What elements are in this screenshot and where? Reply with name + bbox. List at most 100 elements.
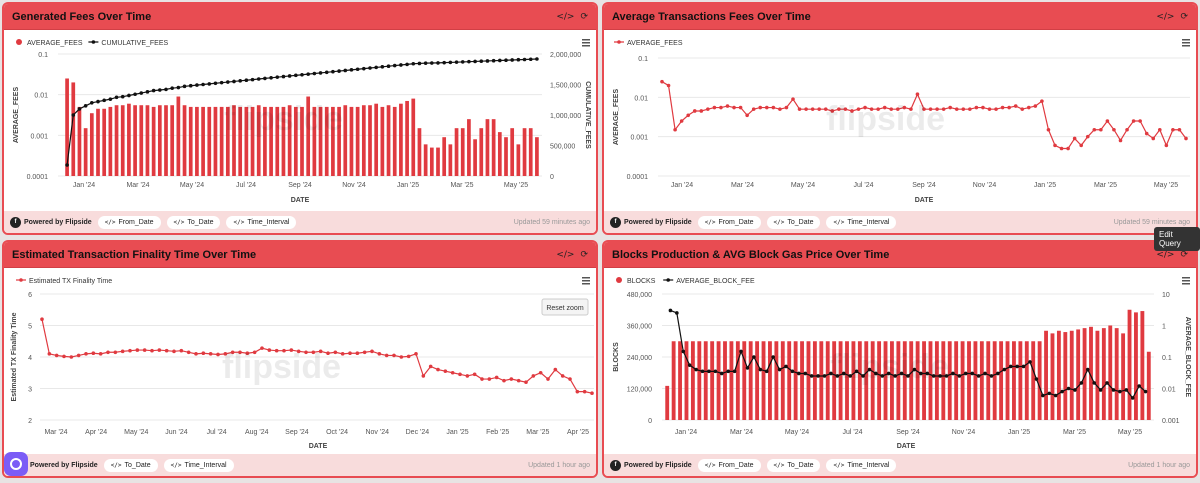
y-tick-label: 0.0001 [627, 174, 649, 181]
blocks-bar [1050, 333, 1055, 420]
average-fees-bar [374, 103, 379, 176]
code-icon[interactable]: </> [556, 11, 575, 22]
blocks-bar [1095, 330, 1100, 420]
finality-time-point [289, 348, 294, 352]
x-tick-label: Sep '24 [912, 182, 936, 189]
menu-icon [582, 277, 590, 279]
finality-time-point [443, 369, 448, 373]
cumulative-fees-point [504, 58, 508, 63]
average-fees-bar [250, 106, 255, 176]
y2-axis-label: CUMULATIVE_FEES [584, 81, 591, 149]
flipside-logo: f Powered by Flipside [610, 216, 692, 228]
average-block-fee-point [713, 369, 718, 374]
filter-chip-time-interval[interactable]: </> Time_Interval [163, 458, 234, 472]
y-tick-label: 0.001 [30, 133, 48, 140]
filter-chip-to-date[interactable]: </> To_Date [766, 458, 821, 472]
blocks-bar [787, 341, 792, 420]
x-tick-label: Sep '24 [288, 182, 312, 189]
refresh-icon[interactable]: ⟳ [1180, 249, 1188, 260]
y-tick-label: 0.01 [1162, 387, 1176, 394]
average-fees-point [791, 97, 795, 101]
panel-header: Estimated Transaction Finality Time Over… [4, 242, 596, 268]
average-block-fee-point [1034, 377, 1039, 381]
x-axis-label: DATE [291, 197, 310, 204]
blocks-bar [832, 341, 837, 420]
average-block-fee-point [732, 369, 737, 374]
updated-timestamp: Updated 59 minutes ago [513, 218, 590, 226]
finality-time-point [62, 354, 66, 359]
cumulative-fees-point [436, 61, 440, 65]
x-tick-label: Jan '25 [446, 429, 468, 436]
finality-time-point [216, 352, 220, 357]
average-fees-point [1144, 131, 1149, 136]
blocks-bar [768, 341, 772, 420]
finality-time-point [311, 350, 316, 355]
code-icon: </> [233, 218, 245, 226]
filter-chip-from-date[interactable]: </> From_Date [697, 458, 761, 472]
average-block-fee-point [996, 371, 1000, 376]
average-block-fee-point [1092, 381, 1097, 385]
cumulative-fees-point [139, 91, 144, 95]
blocks-bar [838, 341, 843, 420]
average-block-fee-point [739, 349, 743, 354]
filter-chip-time-interval[interactable]: </> Time_Interval [826, 215, 897, 229]
x-tick-label: May '25 [1154, 182, 1178, 189]
average-block-fee-point [1021, 364, 1026, 369]
blocks-bar [877, 341, 882, 420]
cumulative-fees-point [108, 97, 113, 101]
refresh-icon[interactable]: ⟳ [580, 11, 588, 22]
finality-time-point [128, 348, 132, 353]
cumulative-fees-point [102, 98, 106, 103]
x-tick-label: Jul '24 [853, 182, 873, 189]
refresh-icon[interactable]: ⟳ [1180, 11, 1188, 22]
y-axis-label: Estimated TX Finality Time [11, 312, 18, 401]
code-icon[interactable]: </> [1156, 11, 1175, 22]
finality-time-point [355, 351, 360, 356]
cumulative-fees-point [510, 58, 514, 62]
cumulative-fees-point [300, 72, 304, 77]
y-tick-label: 1 [1162, 324, 1166, 331]
cumulative-fees-point [133, 92, 137, 97]
average-fees-point [1085, 134, 1090, 139]
code-icon[interactable]: </> [1156, 249, 1175, 260]
x-tick-label: May '24 [791, 182, 815, 189]
powered-by-text: Powered by Flipside [24, 218, 92, 226]
finality-time-point [487, 377, 492, 381]
code-icon: </> [104, 218, 116, 226]
menu-icon [1182, 283, 1190, 285]
reset-zoom-label: Reset zoom [546, 305, 584, 312]
filter-chip-time-interval[interactable]: </> Time_Interval [226, 215, 297, 229]
finality-time-point [150, 348, 154, 353]
filter-chip-from-date[interactable]: </> From_Date [97, 215, 161, 229]
code-icon[interactable]: </> [556, 249, 575, 260]
floating-action-button[interactable] [4, 452, 28, 476]
average-fees-point [837, 107, 841, 111]
y-tick-label: 0.1 [1162, 355, 1172, 362]
filter-chip-time-interval[interactable]: </> Time_Interval [826, 458, 897, 472]
average-block-fee-point [1015, 364, 1019, 369]
cumulative-fees-point [522, 57, 527, 62]
filter-chip-to-date[interactable]: </> To_Date [766, 215, 821, 229]
average-block-fee-point [771, 355, 775, 359]
x-tick-label: Mar '25 [1063, 429, 1086, 436]
cumulative-fees-point [442, 60, 446, 65]
chip-label: From_Date [118, 218, 154, 226]
average-fees-point [751, 107, 756, 111]
powered-by-text: Powered by Flipside [30, 461, 98, 469]
average-fees-point [896, 107, 900, 111]
finality-time-point [186, 350, 191, 355]
average-fees-point [771, 105, 776, 110]
blocks-bar [697, 341, 702, 420]
average-block-fee-point [758, 367, 763, 372]
filter-chip-from-date[interactable]: </> From_Date [697, 215, 761, 229]
filter-chip-to-date[interactable]: </> To_Date [166, 215, 221, 229]
x-tick-label: Aug '24 [245, 429, 269, 436]
average-block-fee-point [687, 363, 692, 367]
reset-zoom-button[interactable]: Reset zoom [541, 298, 589, 316]
average-fees-point [850, 109, 854, 113]
average-fees-point [1099, 127, 1103, 132]
filter-chip-to-date[interactable]: </> To_Date [103, 458, 158, 472]
refresh-icon[interactable]: ⟳ [580, 249, 588, 260]
blocks-bar [703, 341, 708, 420]
average-fees-point [1092, 127, 1097, 132]
